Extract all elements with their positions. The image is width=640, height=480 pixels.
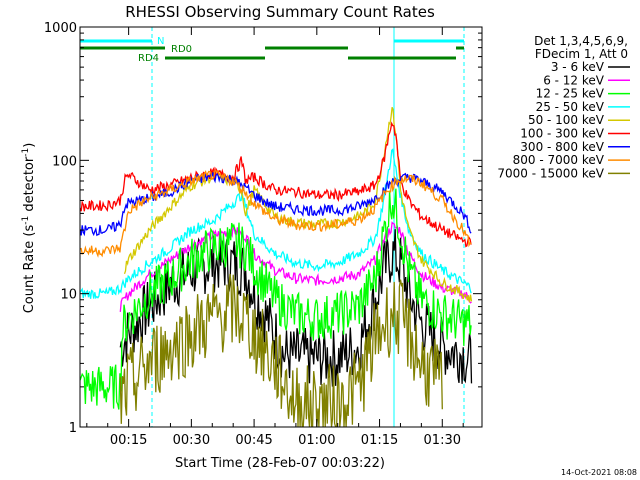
x-tick-label-1: 00:30	[173, 433, 210, 448]
legend-label-4: 50 - 100 keV	[528, 113, 605, 127]
x-axis: 00:15 00:30 00:45 01:00 01:15 01:30	[86, 27, 464, 448]
y-axis-label-main: Count Rate (s	[22, 225, 37, 314]
legend-label-8: 7000 - 15000 keV	[497, 166, 604, 180]
y-tick-label-0: 1	[69, 421, 77, 436]
rd4-flag-label: RD4	[138, 53, 159, 64]
x-tick-label-5: 01:30	[424, 433, 461, 448]
legend-label-1: 6 - 12 keV	[543, 73, 605, 87]
y-axis-label-sup1: -1	[21, 216, 31, 225]
series-line-8	[119, 273, 443, 427]
legend-label-3: 25 - 50 keV	[536, 100, 605, 114]
legend: Det 1,3,4,5,6,9, FDecim 1, Att 0 3 - 6 k…	[497, 34, 630, 180]
legend-label-2: 12 - 25 keV	[536, 87, 605, 101]
series-line-4	[123, 106, 473, 303]
night-flag-label: N	[157, 36, 164, 47]
legend-label-7: 800 - 7000 keV	[513, 153, 605, 167]
legend-label-0: 3 - 6 keV	[551, 60, 605, 74]
rd0-flag-label: RD0	[171, 44, 192, 55]
timestamp: 14-Oct-2021 08:08	[561, 468, 637, 477]
x-tick-label-0: 00:15	[110, 433, 147, 448]
x-tick-label-2: 00:45	[235, 433, 272, 448]
plot-frame	[79, 26, 483, 428]
y-tick-label-1: 10	[60, 288, 77, 303]
y-tick-label-2: 100	[52, 154, 77, 169]
series-line-2	[80, 188, 472, 410]
legend-label-6: 300 - 800 keV	[520, 140, 604, 154]
legend-header-line-2: FDecim 1, Att 0	[535, 47, 628, 61]
x-tick-label-4: 01:15	[361, 433, 398, 448]
series-line-0	[119, 229, 473, 387]
y-axis: 1 10 100 1000	[44, 21, 482, 436]
legend-label-5: 100 - 300 keV	[520, 127, 604, 141]
y-axis-label: Count Rate (s-1 detector-1)	[21, 143, 37, 314]
y-axis-label-end: )	[22, 143, 37, 148]
y-axis-label-mid: detector	[22, 156, 37, 216]
y-axis-label-sup2: -1	[21, 148, 31, 157]
legend-header-line-1: Det 1,3,4,5,6,9,	[534, 34, 628, 48]
series-line-3	[80, 148, 472, 300]
x-tick-label-3: 01:00	[298, 433, 335, 448]
chart-title: RHESSI Observing Summary Count Rates	[125, 3, 435, 21]
series-line-5	[80, 121, 472, 248]
series-line-7	[80, 169, 472, 258]
y-tick-label-3: 1000	[44, 21, 77, 36]
x-axis-label: Start Time (28-Feb-07 00:03:22)	[175, 456, 385, 471]
plot-area: N RD0 RD4	[80, 27, 473, 427]
